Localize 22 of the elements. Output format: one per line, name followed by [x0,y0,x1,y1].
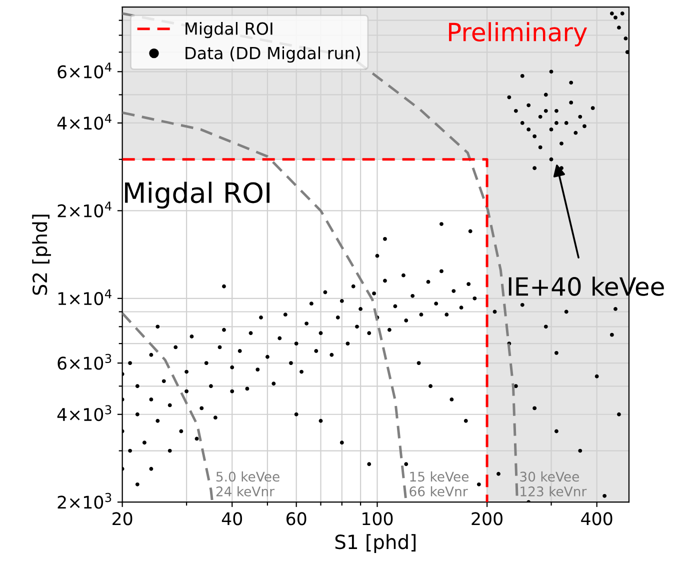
x-tick-label: 400 [581,512,612,526]
x-axis-title: S1 [phd] [335,534,416,553]
y-axis-title: S2 [phd] [32,214,51,295]
annotation: 30 keVee 123 keVnr [520,471,587,496]
y-tick-label: 6×10$^{3}$ [58,354,112,370]
x-tick-label: 20 [112,512,132,526]
annotation: Preliminary [449,22,587,46]
y-tick-label: 4×10$^{3}$ [57,405,112,422]
annotation: Migdal ROI [125,182,270,209]
x-tick-label: 100 [362,512,393,526]
y-tick-label: 2×10$^{3}$ [58,492,112,509]
x-tick-label: 60 [286,512,306,526]
legend-label: Data (DD Migdal run) [186,46,360,63]
y-tick-label: 6×10$^{4}$ [58,62,112,78]
x-tick-label: 40 [222,512,242,526]
annotation: 5.0 keVee 24 keVnr [216,471,280,496]
y-tick-label: 4×10$^{4}$ [57,114,112,130]
x-tick-label: 200 [472,512,502,526]
y-tick-label: 2×10$^{4}$ [58,202,112,218]
legend-label: Migdal ROI [186,22,272,38]
y-tick-label: 1×10$^{4}$ [58,289,112,306]
annotation: 15 keVee 66 keVnr [410,471,469,496]
